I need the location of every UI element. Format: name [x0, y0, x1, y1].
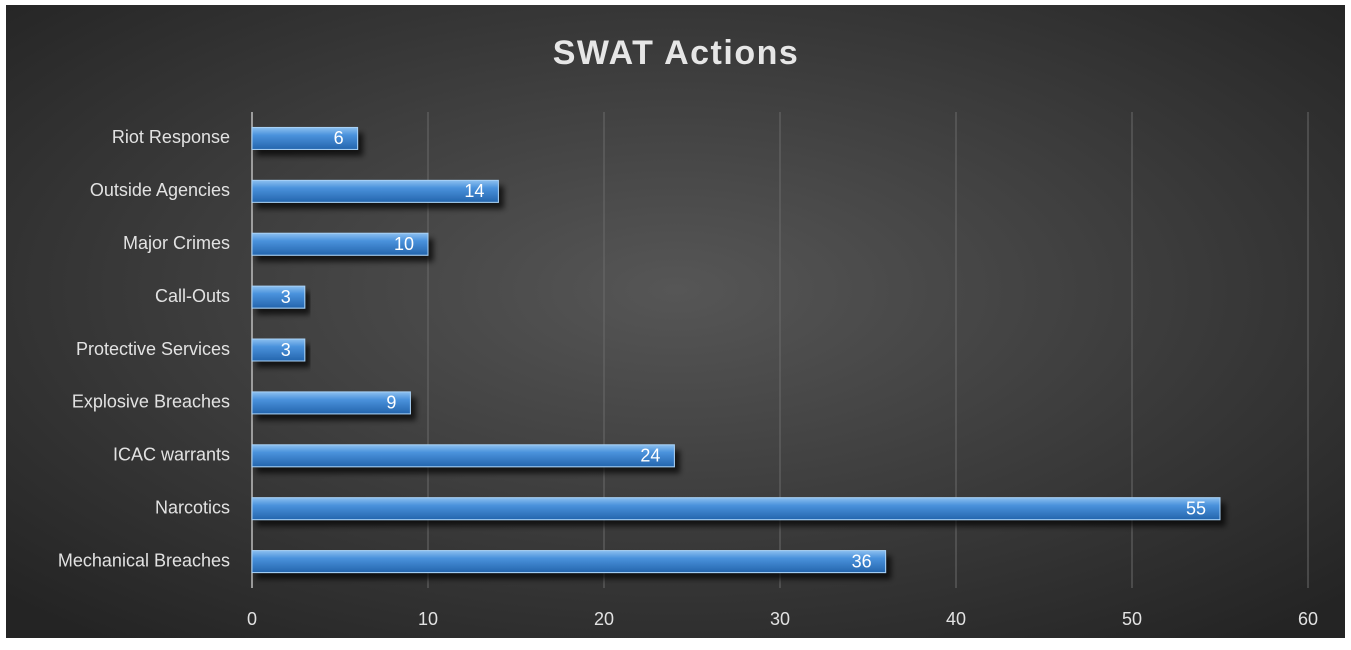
- data-label: 24: [640, 446, 660, 466]
- data-label: 3: [281, 287, 291, 307]
- bar: [251, 338, 306, 362]
- bar: [251, 179, 499, 203]
- y-tick-label: Major Crimes: [123, 233, 230, 253]
- y-tick-label: Explosive Breaches: [72, 392, 230, 412]
- bar: [251, 497, 1221, 521]
- bar: [251, 285, 306, 309]
- data-label: 9: [386, 393, 396, 413]
- x-tick-label: 30: [770, 609, 790, 629]
- y-tick-label: Narcotics: [155, 497, 230, 517]
- y-tick-label: Protective Services: [76, 339, 230, 359]
- bar: [251, 444, 675, 468]
- y-tick-label: Riot Response: [112, 127, 230, 147]
- bar: [251, 391, 411, 415]
- data-label: 6: [334, 128, 344, 148]
- y-tick-label: Mechanical Breaches: [58, 550, 230, 570]
- data-label: 14: [464, 181, 484, 201]
- data-label: 36: [852, 551, 872, 571]
- x-tick-label: 50: [1122, 609, 1142, 629]
- bar: [251, 550, 887, 574]
- y-tick-label: ICAC warrants: [113, 445, 230, 465]
- x-tick-label: 10: [418, 609, 438, 629]
- data-label: 3: [281, 340, 291, 360]
- data-label: 10: [394, 234, 414, 254]
- data-label: 55: [1186, 498, 1206, 518]
- x-tick-label: 40: [946, 609, 966, 629]
- y-tick-label: Outside Agencies: [90, 180, 230, 200]
- chart-background: [6, 5, 1345, 638]
- y-tick-label: Call-Outs: [155, 286, 230, 306]
- bar: [251, 232, 429, 256]
- bar: [251, 126, 359, 150]
- x-tick-label: 20: [594, 609, 614, 629]
- chart-title: SWAT Actions: [553, 34, 800, 72]
- x-tick-label: 60: [1298, 609, 1318, 629]
- x-tick-label: 0: [247, 609, 257, 629]
